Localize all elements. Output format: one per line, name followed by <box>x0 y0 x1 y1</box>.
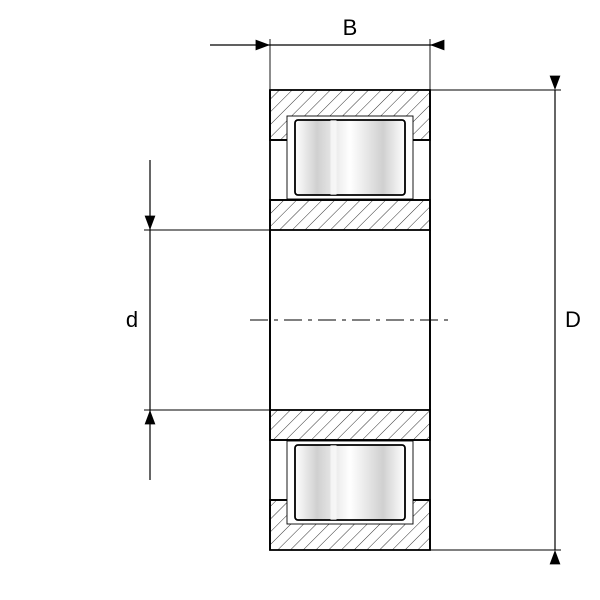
dimension-d-label: d <box>126 307 138 332</box>
dimension-D-label: D <box>565 307 581 332</box>
dimension-B-label: B <box>343 15 358 40</box>
